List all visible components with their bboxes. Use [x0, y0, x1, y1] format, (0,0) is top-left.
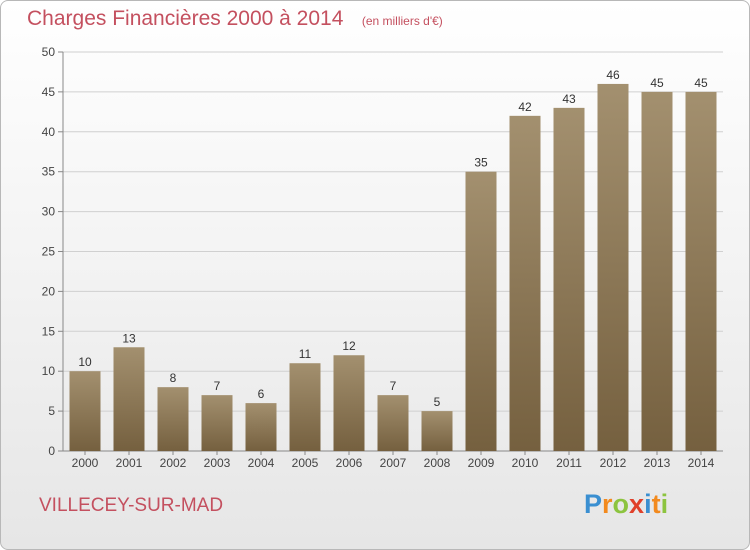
- logo-letter: i: [644, 489, 652, 519]
- y-tick-label: 45: [42, 85, 56, 99]
- y-tick-label: 50: [42, 45, 56, 59]
- x-tick-label: 2008: [424, 456, 451, 470]
- y-tick-label: 0: [48, 444, 55, 458]
- data-label: 7: [390, 379, 397, 393]
- bar-2012: [597, 83, 629, 452]
- data-label: 45: [650, 76, 664, 90]
- y-tick-label: 30: [42, 205, 56, 219]
- x-tick-label: 2001: [116, 456, 143, 470]
- bars: [69, 83, 717, 452]
- data-label: 35: [474, 156, 488, 170]
- data-label: 43: [562, 92, 576, 106]
- bar-2009: [465, 171, 497, 451]
- data-label: 46: [606, 68, 620, 82]
- logo-letter: i: [660, 489, 669, 519]
- data-label: 12: [342, 339, 356, 353]
- bar-2003: [201, 395, 233, 451]
- chart-title-text: Charges Financières 2000 à 2014: [27, 7, 344, 30]
- data-label: 7: [214, 379, 221, 393]
- data-label: 10: [78, 355, 92, 369]
- x-tick-label: 2006: [336, 456, 363, 470]
- logo-letter: x: [629, 489, 645, 519]
- logo-letter: P: [584, 489, 603, 519]
- x-tick-label: 2003: [204, 456, 231, 470]
- y-tick-label: 20: [42, 284, 56, 298]
- bar-2004: [245, 403, 277, 451]
- x-tick-label: 2012: [600, 456, 627, 470]
- data-label: 11: [299, 347, 312, 361]
- x-tick-label: 2004: [248, 456, 275, 470]
- bar-2005: [289, 363, 321, 451]
- x-tick-label: 2000: [72, 456, 99, 470]
- proxiti-logo: Proxiti: [584, 489, 668, 520]
- x-tick-label: 2005: [292, 456, 319, 470]
- data-label: 5: [434, 395, 441, 409]
- x-tick-label: 2011: [556, 456, 582, 470]
- x-tick-label: 2007: [380, 456, 407, 470]
- bar-2001: [113, 347, 145, 451]
- data-label: 8: [170, 371, 177, 385]
- bar-2010: [509, 115, 541, 451]
- x-tick-label: 2014: [688, 456, 715, 470]
- bar-2007: [377, 395, 409, 451]
- y-tick-label: 10: [42, 364, 56, 378]
- x-tick-label: 2010: [512, 456, 539, 470]
- logo-letter: r: [602, 489, 613, 519]
- bar-2014: [685, 91, 717, 452]
- logo-letter: o: [612, 489, 630, 519]
- y-tick-label: 40: [42, 125, 56, 139]
- data-label: 13: [122, 331, 136, 345]
- y-tick-label: 15: [42, 324, 56, 338]
- x-tick-label: 2009: [468, 456, 495, 470]
- y-tick-label: 35: [42, 165, 56, 179]
- bar-2000: [69, 371, 101, 451]
- data-label: 45: [694, 76, 708, 90]
- chart-unit: (en milliers d'€): [361, 14, 443, 28]
- y-tick-label: 5: [48, 404, 55, 418]
- bar-2008: [421, 411, 453, 451]
- data-labels: 10 13 8 7 6 11 12 7 5 35 42 43 46 45 45: [78, 68, 708, 409]
- y-tick-label: 25: [42, 245, 56, 259]
- bar-2006: [333, 355, 365, 451]
- bar-2011: [553, 107, 585, 452]
- chart-title: Charges Financières 2000 à 2014 (en mill…: [27, 7, 443, 31]
- data-label: 42: [518, 100, 532, 114]
- logo-letter: t: [651, 489, 661, 519]
- bar-2013: [641, 91, 673, 452]
- commune-name: VILLECEY-SUR-MAD: [39, 495, 224, 516]
- data-label: 6: [258, 387, 265, 401]
- x-tick-label: 2002: [160, 456, 187, 470]
- bar-2002: [157, 387, 189, 451]
- x-tick-label: 2013: [644, 456, 671, 470]
